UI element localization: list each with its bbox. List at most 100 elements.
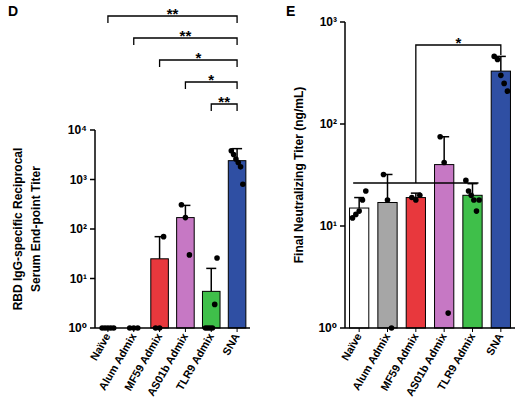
data-point: [356, 208, 362, 214]
error-line: [159, 237, 161, 259]
x-axis: [345, 327, 515, 329]
data-point: [417, 192, 423, 198]
tick-label: 10⁰: [68, 321, 87, 335]
category-label: SNA: [220, 331, 242, 357]
panel-label: D: [8, 3, 18, 19]
bar: [491, 71, 510, 328]
tick: [340, 123, 345, 125]
data-point: [161, 234, 167, 240]
y-axis: [344, 22, 346, 328]
bar: [435, 165, 454, 328]
tick: [237, 328, 238, 332]
panel: E Final Neutralizing Titer (ng/mL) 10⁰ 10¹ 1…: [286, 3, 515, 398]
bar: [151, 259, 169, 328]
data-point: [381, 172, 387, 178]
data-point: [474, 208, 480, 214]
data-point: [441, 160, 447, 166]
tick: [387, 328, 388, 332]
category-label: SNA: [484, 331, 506, 357]
error-cap: [206, 268, 216, 270]
panel: D RBD IgG-specific Reciprocal Serum End-po…: [8, 3, 250, 398]
data-point: [385, 197, 391, 203]
bar: [202, 291, 220, 328]
error-line: [358, 198, 360, 208]
tick: [472, 328, 473, 332]
axis-label: RBD IgG-specific Reciprocal: [11, 148, 25, 311]
significance-label: **: [167, 5, 179, 22]
panel-label: E: [286, 3, 295, 19]
tick: [359, 328, 360, 332]
data-point: [183, 215, 189, 221]
tick-label: 10⁰: [318, 321, 337, 335]
data-point: [495, 57, 501, 63]
tick-label: 10³: [320, 15, 337, 29]
category-label: Naïve: [339, 331, 364, 362]
tick: [185, 328, 186, 332]
tick: [340, 21, 345, 23]
bar: [177, 218, 195, 328]
significance-label: *: [195, 49, 201, 66]
tick: [159, 328, 160, 332]
bar: [350, 208, 369, 328]
data-point: [240, 181, 246, 187]
significance-label: *: [208, 71, 214, 88]
marks: [99, 148, 246, 331]
error-bar: [155, 237, 165, 259]
axis-label: Final Neutralizing Titer (ng/mL): [292, 87, 306, 263]
error-bar: [206, 268, 216, 291]
x-axis: [95, 327, 250, 329]
data-point: [360, 197, 366, 203]
data-point: [476, 197, 482, 203]
tick: [90, 228, 95, 230]
significance: *: [353, 34, 501, 183]
category-label: Naïve: [88, 331, 113, 362]
tick: [107, 328, 108, 332]
data-point: [187, 252, 193, 258]
error-bar: [383, 174, 393, 202]
data-point: [413, 197, 419, 203]
tick-label: 10⁴: [68, 123, 87, 137]
bar: [378, 202, 397, 328]
tick: [500, 328, 501, 332]
bar: [228, 161, 246, 328]
tick: [90, 179, 95, 181]
significance-label: **: [180, 27, 192, 44]
tick: [340, 327, 345, 329]
error-cap: [232, 148, 242, 150]
data-point: [505, 88, 511, 94]
error-line: [500, 56, 502, 71]
bracket: [416, 45, 501, 183]
data-point: [501, 81, 507, 87]
data-point: [437, 134, 443, 140]
tick: [90, 129, 95, 131]
category-label: TLR9 Admix: [435, 330, 478, 392]
error-line: [211, 268, 213, 291]
bar: [463, 195, 482, 328]
category-label: TLR9 Admix: [174, 330, 217, 392]
tick-label: 10²: [70, 222, 87, 236]
tick: [90, 278, 95, 280]
tick-label: 10¹: [70, 272, 87, 286]
data-point: [463, 178, 469, 184]
tick: [415, 328, 416, 332]
data-point: [471, 197, 477, 203]
tick: [90, 327, 95, 329]
data-point: [214, 255, 220, 261]
axis-label: Serum End-point Titer: [29, 166, 43, 292]
tick: [133, 328, 134, 332]
tick: [444, 328, 445, 332]
tick-label: 10²: [320, 117, 337, 131]
tick-label: 10¹: [320, 219, 337, 233]
tick: [211, 328, 212, 332]
significance-label: **: [218, 93, 230, 110]
data-point: [445, 310, 451, 316]
data-point: [498, 73, 504, 79]
significance: ********: [108, 5, 237, 111]
marks: [350, 54, 511, 331]
figure: D RBD IgG-specific Reciprocal Serum End-po…: [0, 0, 520, 402]
tick: [340, 225, 345, 227]
data-point: [363, 188, 369, 194]
tick-label: 10³: [70, 173, 87, 187]
data-point: [238, 164, 244, 170]
significance-label: *: [455, 34, 461, 51]
